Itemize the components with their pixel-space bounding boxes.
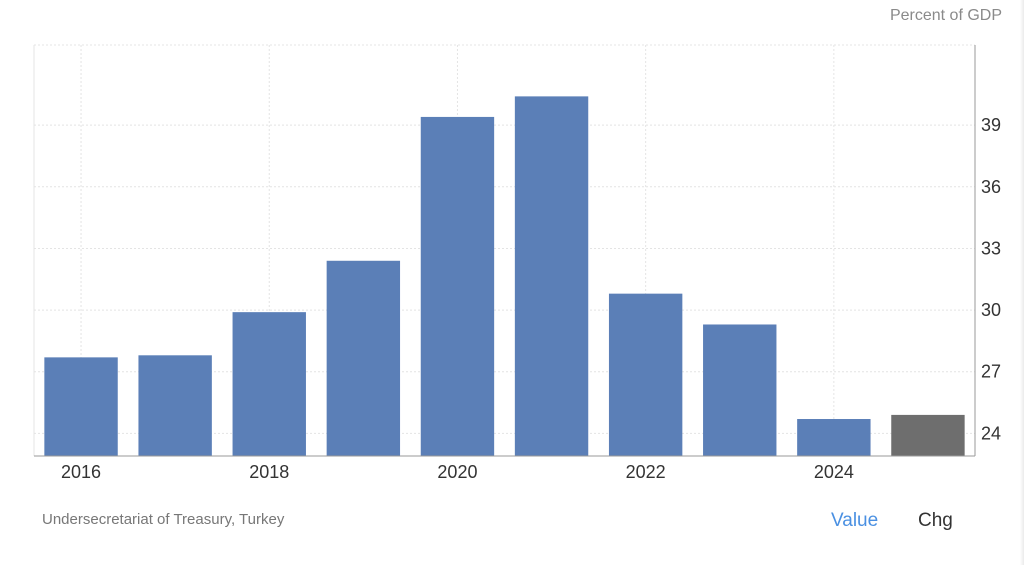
x-tick-label: 2022 — [626, 462, 666, 482]
bar-2016 — [44, 357, 118, 456]
tab-value[interactable]: Value — [831, 510, 879, 531]
y-tick-label: 27 — [981, 362, 1001, 382]
y-tick-label: 36 — [981, 177, 1001, 197]
unit-label: Percent of GDP — [889, 7, 1002, 24]
x-tick-label: 2018 — [249, 462, 289, 482]
bar-2025 — [891, 414, 965, 456]
x-tick-label: 2016 — [61, 462, 101, 482]
page-edge-divider — [1020, 0, 1024, 565]
x-tick-label: 2024 — [814, 462, 854, 482]
bar-2018 — [232, 312, 306, 456]
x-tick-label: 2020 — [437, 462, 477, 482]
bar-2020 — [420, 116, 495, 457]
bar-chart: 24 27 30 33 36 39 2016 2018 2020 2022 2024 — [33, 44, 1001, 482]
y-tick-label: 33 — [981, 238, 1001, 258]
bar-2024 — [797, 419, 871, 456]
y-tick-label: 39 — [981, 115, 1001, 135]
bar-2023 — [703, 324, 777, 456]
bar-2021 — [514, 96, 589, 456]
tab-chg[interactable]: Chg — [918, 510, 953, 531]
chart-footer: Undersecretariat of Treasury, Turkey Val… — [0, 500, 1024, 550]
chart-area: 24 27 30 33 36 39 2016 2018 2020 2022 2024 Percent… — [33, 7, 1002, 482]
bar-2017 — [138, 355, 212, 456]
y-tick-label: 24 — [981, 423, 1001, 443]
source-label[interactable]: Undersecretariat of Treasury, Turkey — [42, 511, 285, 528]
bar-2022 — [608, 293, 683, 456]
bar-2019 — [326, 260, 401, 456]
y-tick-label: 30 — [981, 300, 1001, 320]
